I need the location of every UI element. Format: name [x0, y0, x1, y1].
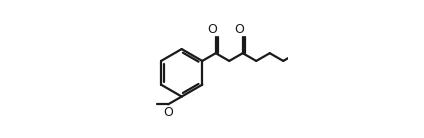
Text: O: O	[163, 106, 173, 119]
Text: O: O	[234, 23, 244, 36]
Text: O: O	[207, 23, 217, 36]
